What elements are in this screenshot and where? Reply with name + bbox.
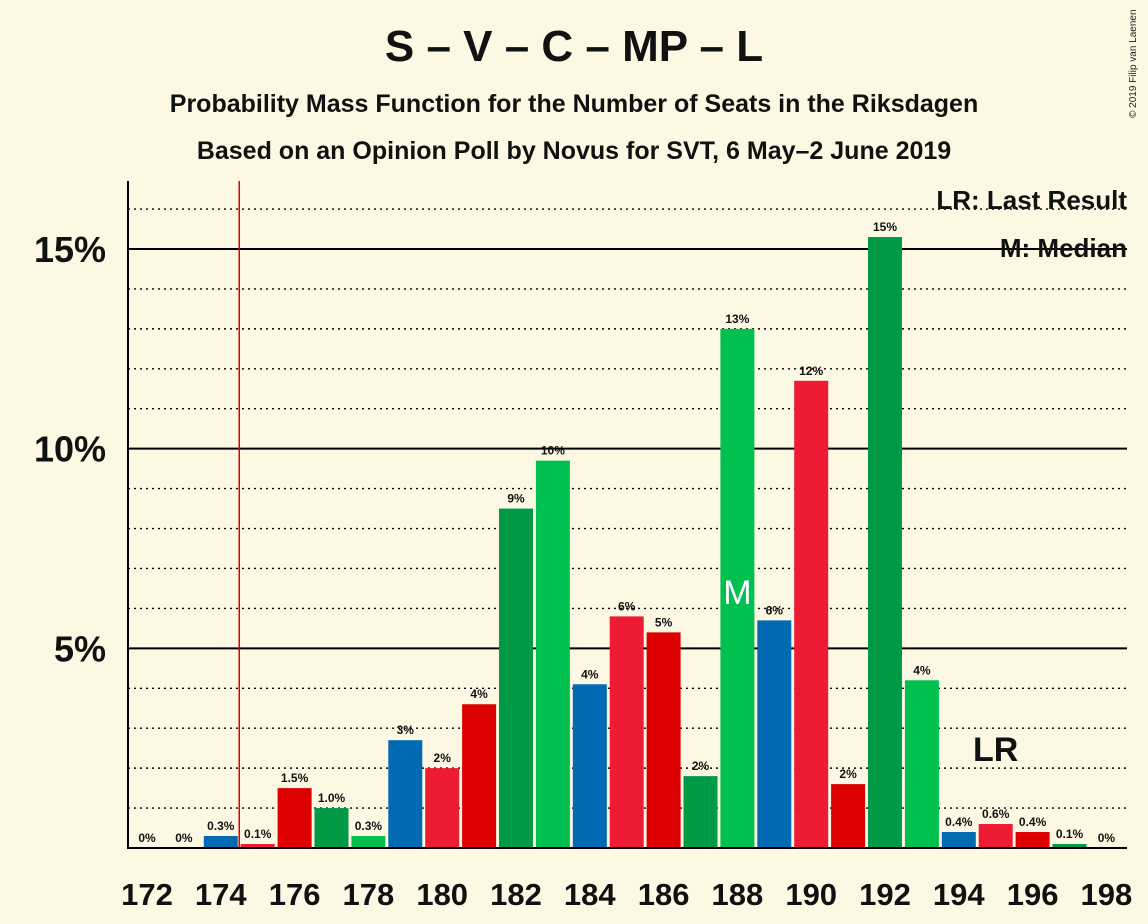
- bar-184: [572, 684, 607, 848]
- data-label-185: 6%: [618, 599, 636, 613]
- x-tick-label: 196: [1007, 877, 1059, 912]
- bar-183: [535, 460, 570, 848]
- data-label-190: 12%: [799, 364, 823, 378]
- data-label-191: 2%: [839, 767, 857, 781]
- data-label-195: 0.6%: [982, 807, 1010, 821]
- axes: LR 5% 10% 15% 172 174 176 178 180 182 184 186 188 190…: [34, 181, 1132, 912]
- x-tick-label: 178: [343, 877, 395, 912]
- bar-186: [646, 632, 681, 848]
- x-tick-label: 194: [933, 877, 985, 912]
- chart-subtitle-2: Based on an Opinion Poll by Novus for SV…: [196, 137, 952, 165]
- x-tick-label: 192: [859, 877, 911, 912]
- y-tick-label: 10%: [34, 429, 106, 470]
- data-label-192: 15%: [873, 220, 897, 234]
- data-label-182: 9%: [507, 492, 525, 506]
- x-tick-label: 180: [416, 877, 468, 912]
- y-tick-label: 15%: [34, 229, 106, 270]
- data-label-189: 6%: [766, 603, 784, 617]
- bar-195: [978, 824, 1013, 848]
- chart-title: S – V – C – MP – L: [384, 22, 764, 71]
- bar-193: [904, 680, 939, 848]
- x-tick-label: 176: [269, 877, 321, 912]
- data-label-177: 1.0%: [318, 791, 346, 805]
- x-tick-label: 190: [785, 877, 837, 912]
- legend-median: M: Median: [1000, 233, 1127, 263]
- bar-182: [499, 508, 533, 848]
- data-label-175: 0.1%: [244, 827, 272, 841]
- last-result-marker: LR: [973, 731, 1018, 769]
- data-label-186: 5%: [655, 615, 673, 629]
- legend-last-result: LR: Last Result: [936, 185, 1127, 215]
- data-label-196: 0.4%: [1019, 815, 1047, 829]
- x-tick-label: 172: [121, 877, 173, 912]
- x-tick-label: 188: [712, 877, 764, 912]
- x-tick-label: 186: [638, 877, 690, 912]
- bar-190: [794, 380, 829, 848]
- chart-subtitle: Probability Mass Function for the Number…: [169, 90, 979, 118]
- bar-188: [720, 328, 755, 848]
- data-label-183: 10%: [541, 444, 565, 458]
- bar-175: [240, 844, 275, 848]
- x-tick-label: 174: [195, 877, 247, 912]
- bar-196: [1015, 832, 1050, 848]
- bar-180: [425, 768, 460, 848]
- median-marker: M: [723, 574, 751, 612]
- bar-187: [683, 776, 718, 848]
- data-label-188: 13%: [725, 312, 749, 326]
- x-tick-label: 184: [564, 877, 616, 912]
- data-label-180: 2%: [434, 751, 452, 765]
- data-label-184: 4%: [581, 667, 599, 681]
- data-labels: 0% 0% 0.3% 0.1% 1.5% 1.0% 0.3% 3% 2% 4% 9% 10% 4% 6% 5…: [138, 220, 1115, 845]
- bar-174: [203, 836, 238, 848]
- x-tick-label: 198: [1081, 877, 1133, 912]
- bar-181: [462, 704, 497, 848]
- data-label-181: 4%: [470, 687, 488, 701]
- bar-179: [388, 740, 423, 848]
- y-tick-label: 5%: [54, 628, 106, 669]
- data-label-174: 0.3%: [207, 819, 235, 833]
- bar-191: [831, 784, 866, 848]
- bar-189: [757, 620, 792, 848]
- data-label-178: 0.3%: [355, 819, 383, 833]
- data-label-198: 0%: [1098, 831, 1116, 845]
- data-label-194: 0.4%: [945, 815, 973, 829]
- bar-185: [609, 616, 644, 848]
- bar-194: [941, 832, 976, 848]
- data-label-172: 0%: [138, 831, 156, 845]
- data-label-197: 0.1%: [1056, 827, 1084, 841]
- bar-197: [1052, 844, 1087, 848]
- bars: [203, 237, 1087, 848]
- bar-177: [314, 808, 349, 848]
- data-label-173: 0%: [175, 831, 193, 845]
- bar-178: [351, 836, 386, 848]
- data-label-193: 4%: [913, 663, 931, 677]
- data-label-176: 1.5%: [281, 771, 309, 785]
- bar-176: [277, 788, 312, 848]
- bar-192: [868, 237, 902, 848]
- data-label-187: 2%: [692, 759, 710, 773]
- x-tick-label: 182: [490, 877, 542, 912]
- data-label-179: 3%: [397, 723, 415, 737]
